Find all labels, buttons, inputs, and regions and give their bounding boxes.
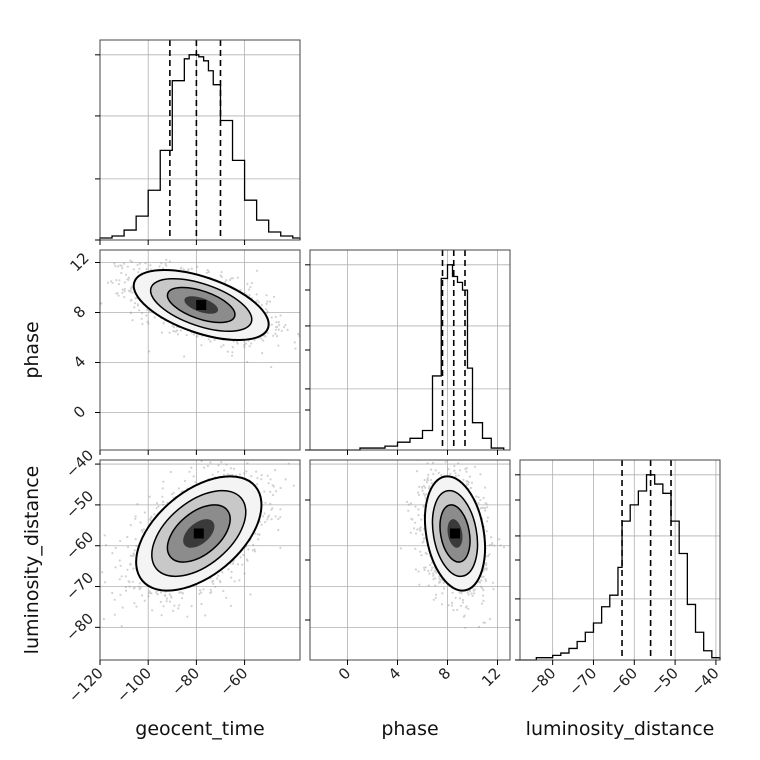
xtick-label-phase: 12 [478, 664, 504, 690]
density-peak [196, 300, 207, 310]
ytick-label-luminosity-distance: −60 [62, 528, 97, 563]
x-axis-label-phase: phase [381, 718, 438, 740]
ytick-label-phase: 4 [70, 352, 89, 371]
ytick-label-luminosity-distance: −80 [62, 609, 97, 644]
x-axis-label-luminosity-distance: luminosity_distance [526, 718, 715, 740]
xtick-label-phase: 4 [385, 664, 404, 683]
grid-layer [100, 40, 720, 660]
panel-frame-geocent-time [99, 39, 301, 241]
xtick-label-geocent-time: −100 [113, 664, 155, 706]
xtick-label-luminosity-distance: −40 [688, 664, 723, 699]
scatter-panel-phase-luminosity-distance [399, 460, 506, 629]
histogram-phase [310, 264, 505, 451]
panel-frame-luminosity-distance [519, 459, 721, 661]
xtick-label-geocent-time: −80 [168, 664, 203, 699]
x-axis-label-geocent-time: geocent_time [135, 718, 264, 740]
tick-layer: −120 −100 −80 −60 0 4 8 12 −80 −70 −60 −50 −4004812−… [62, 54, 723, 706]
xtick-label-luminosity-distance: −50 [647, 664, 682, 699]
xtick-label-phase: 0 [335, 664, 354, 683]
density-peak [450, 528, 460, 539]
ytick-label-phase: 0 [70, 402, 89, 421]
panel-frame-geocent-time-luminosity-distance [99, 459, 301, 661]
ytick-label-luminosity-distance: −50 [62, 487, 97, 522]
ytick-label-luminosity-distance: −70 [62, 569, 97, 604]
y-axis-label-phase: phase [21, 321, 43, 378]
y-axis-label-luminosity-distance: luminosity_distance [21, 466, 43, 655]
scatter-panel-geocent-time-luminosity-distance [101, 460, 295, 628]
ytick-label-phase: 8 [70, 302, 89, 321]
panel-frame-geocent-time-phase [99, 249, 301, 451]
ytick-label-luminosity-distance: −40 [62, 446, 97, 481]
xtick-label-phase: 8 [435, 664, 454, 683]
xtick-label-luminosity-distance: −70 [565, 664, 600, 699]
ytick-label-phase: 12 [67, 249, 93, 275]
xtick-label-geocent-time: −60 [216, 664, 251, 699]
panel-frame-phase [309, 249, 511, 451]
density-peak [193, 528, 204, 539]
scatter-panel-geocent-time-phase [100, 258, 300, 369]
histogram-geocent-time [99, 54, 301, 240]
xtick-label-luminosity-distance: −80 [524, 664, 559, 699]
xtick-label-luminosity-distance: −60 [606, 664, 641, 699]
content-layer [99, 40, 721, 661]
xtick-label-geocent-time: −120 [65, 664, 107, 706]
histogram-luminosity-distance [520, 474, 721, 661]
